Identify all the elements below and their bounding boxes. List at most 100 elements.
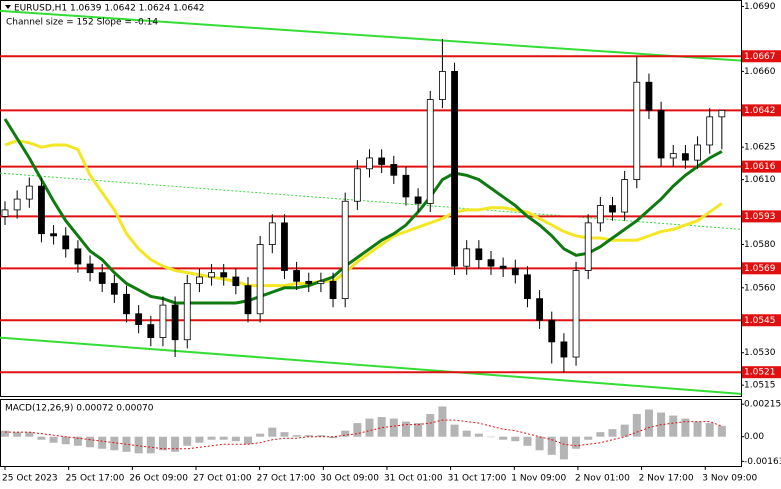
- candle-body: [694, 144, 701, 161]
- macd-bar: [268, 427, 277, 437]
- macd-bar: [389, 418, 398, 437]
- level-label-box: [742, 104, 781, 117]
- macd-bar: [450, 424, 459, 437]
- candle-body: [378, 157, 386, 165]
- moving-average: [3, 118, 723, 305]
- candle-body: [305, 280, 313, 284]
- x-tick-label: 25 Oct 17:00: [66, 474, 125, 484]
- macd-bar: [669, 415, 678, 437]
- macd-bar: [632, 414, 641, 437]
- y-tick-label: 1.0580: [744, 240, 776, 250]
- macd-bar: [462, 430, 471, 437]
- macd-bar: [693, 421, 702, 437]
- candle-body: [293, 270, 301, 282]
- candle-body: [426, 99, 434, 204]
- candle-body: [657, 109, 665, 159]
- macd-bar: [401, 421, 410, 437]
- main-frame: [0, 0, 742, 397]
- level-label: 1.0545: [744, 316, 776, 326]
- macd-bar: [547, 436, 556, 455]
- candle-body: [256, 244, 264, 315]
- level-label-box: [742, 210, 781, 223]
- macd-bar: [37, 436, 46, 440]
- macd-bar: [1, 430, 9, 437]
- candle-body: [86, 263, 94, 274]
- macd-bar: [256, 433, 265, 437]
- macd-bar: [608, 429, 617, 437]
- level-label-box: [742, 262, 781, 275]
- x-tick-label: 27 Oct 17:00: [257, 474, 316, 484]
- candle-body: [390, 164, 398, 176]
- candle-body: [220, 272, 228, 278]
- macd-bar: [559, 436, 568, 460]
- chart-subtitle: Channel size = 152 Slope = -0.14: [6, 18, 158, 28]
- candle-body: [499, 265, 507, 269]
- macd-bar: [183, 436, 192, 446]
- level-label: 1.0667: [744, 52, 776, 62]
- y-tick-label: 1.0515: [744, 381, 776, 391]
- macd-bar: [341, 430, 350, 437]
- candle-body: [281, 222, 288, 271]
- macd-bar: [134, 436, 143, 454]
- trend-line: [0, 9, 742, 62]
- candle-body: [50, 233, 57, 237]
- macd-bar: [377, 417, 386, 437]
- macd-bar: [487, 436, 495, 438]
- candle-body: [329, 280, 337, 300]
- macd-bar: [438, 406, 447, 437]
- candle-body: [487, 259, 495, 267]
- level-label: 1.0616: [744, 162, 776, 172]
- candle-body: [633, 81, 641, 181]
- y-tick-label: 1.0560: [744, 283, 776, 293]
- macd-bar: [426, 414, 435, 437]
- candle-body: [317, 280, 325, 284]
- candle-body: [38, 185, 45, 235]
- candle-body: [438, 71, 446, 100]
- candle-body: [524, 274, 531, 300]
- y-tick-label: 1.0625: [744, 143, 776, 153]
- macd-bar: [499, 436, 508, 440]
- candle-body: [74, 248, 82, 265]
- y-tick-label: 1.0610: [744, 175, 776, 185]
- level-label: 1.0642: [744, 106, 776, 116]
- candle-body: [621, 179, 629, 213]
- candle-body: [718, 109, 726, 118]
- macd-frame: [0, 399, 742, 467]
- macd-bar: [596, 432, 605, 437]
- moving-average: [4, 139, 723, 288]
- candle-body: [560, 341, 568, 358]
- x-tick-label: 30 Oct 09:00: [320, 474, 379, 484]
- x-tick-label: 31 Oct 01:00: [384, 474, 443, 484]
- y-tick-label: 1.0660: [744, 67, 776, 77]
- x-tick-label: 1 Nov 09:00: [511, 474, 566, 484]
- macd-bar: [292, 435, 301, 437]
- candle-body: [147, 324, 155, 338]
- candle-body: [13, 198, 21, 211]
- macd-bar: [511, 436, 520, 442]
- candle-body: [511, 267, 519, 276]
- x-tick-label: 3 Nov 09:00: [702, 474, 757, 484]
- macd-bar: [316, 435, 325, 437]
- y-tick-label: 1.0530: [744, 348, 776, 358]
- candle-body: [62, 235, 70, 250]
- macd-bar: [474, 433, 483, 437]
- candle-body: [183, 283, 191, 341]
- candle-body: [414, 196, 422, 204]
- macd-y-tick-label: -0.00163: [744, 457, 781, 467]
- candle-body: [451, 71, 458, 267]
- macd-bar: [61, 436, 70, 445]
- level-label-box: [742, 50, 781, 63]
- macd-bar: [86, 436, 95, 448]
- macd-bar: [13, 432, 22, 437]
- macd-bar: [25, 432, 34, 437]
- candle-body: [98, 272, 106, 284]
- candle-body: [609, 205, 616, 213]
- macd-y-tick-label: 0.00: [744, 432, 764, 442]
- macd-bar: [705, 423, 714, 437]
- macd-bar: [523, 436, 532, 446]
- macd-bar: [681, 418, 690, 437]
- macd-signal: [5, 419, 723, 450]
- macd-bar: [304, 435, 313, 437]
- macd-bar: [620, 424, 629, 437]
